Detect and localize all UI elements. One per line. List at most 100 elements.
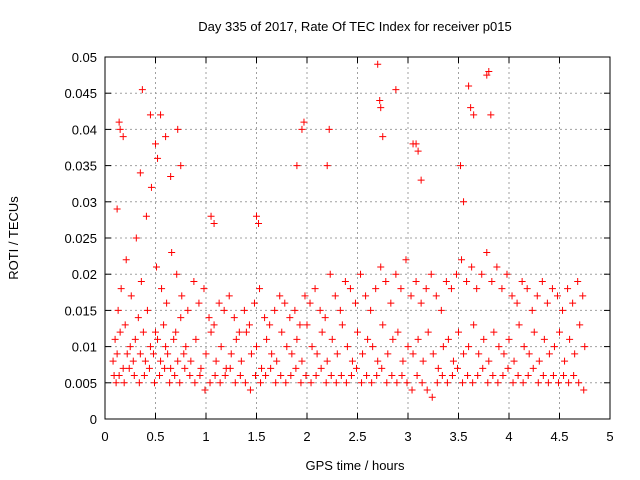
data-point — [487, 111, 495, 119]
data-point — [414, 335, 422, 343]
data-point — [518, 277, 526, 285]
data-point — [247, 350, 255, 358]
data-point — [225, 292, 233, 300]
data-point — [523, 285, 531, 293]
data-point — [115, 118, 123, 126]
y-tick-label: 0 — [90, 412, 97, 427]
data-point — [412, 140, 420, 148]
data-point — [549, 372, 557, 380]
data-point — [524, 372, 532, 380]
data-point — [579, 292, 587, 300]
data-point — [412, 277, 420, 285]
data-point — [509, 379, 517, 387]
data-point — [418, 379, 426, 387]
data-point — [322, 379, 330, 387]
data-point — [231, 379, 239, 387]
data-point — [474, 372, 482, 380]
data-point — [413, 372, 421, 380]
data-point — [530, 328, 538, 336]
chart-title: Day 335 of 2017, Rate Of TEC Index for r… — [198, 19, 511, 34]
data-point — [383, 379, 391, 387]
data-point — [460, 198, 468, 206]
data-point — [580, 386, 588, 394]
data-point — [153, 263, 161, 271]
data-point — [122, 256, 130, 264]
data-point — [560, 372, 568, 380]
data-point — [553, 292, 561, 300]
data-point — [419, 357, 427, 365]
data-point — [293, 162, 301, 170]
data-point — [407, 292, 415, 300]
data-point — [232, 335, 240, 343]
data-point — [325, 125, 333, 133]
data-point — [464, 372, 472, 380]
data-point — [177, 162, 185, 170]
data-point — [347, 372, 355, 380]
data-point — [154, 154, 162, 162]
data-point — [230, 314, 238, 322]
data-point — [261, 314, 269, 322]
data-point — [332, 379, 340, 387]
data-point — [534, 379, 542, 387]
data-point — [139, 328, 147, 336]
data-point — [331, 292, 339, 300]
data-point — [387, 299, 395, 307]
data-point — [493, 263, 501, 271]
y-axis-label: ROTI / TECUs — [6, 196, 21, 280]
data-point — [480, 335, 488, 343]
data-point — [342, 379, 350, 387]
data-point — [263, 335, 271, 343]
data-point — [548, 285, 556, 293]
data-point — [292, 364, 300, 372]
data-point — [358, 379, 366, 387]
data-point — [251, 372, 259, 380]
y-tick-label: 0.04 — [72, 122, 97, 137]
data-point — [368, 379, 376, 387]
data-point — [202, 350, 210, 358]
data-point — [540, 335, 548, 343]
data-point — [550, 343, 558, 351]
data-point — [433, 379, 441, 387]
data-point — [146, 343, 154, 351]
data-point — [116, 125, 124, 133]
data-point — [152, 328, 159, 336]
data-point — [417, 176, 425, 184]
data-point — [519, 379, 527, 387]
data-point — [554, 379, 562, 387]
y-tick-label: 0.025 — [64, 231, 97, 246]
data-point — [483, 71, 491, 79]
data-point — [242, 328, 250, 336]
data-point — [146, 111, 154, 119]
x-tick-label: 5 — [606, 429, 613, 444]
data-point — [211, 372, 219, 380]
x-tick-label: 3.5 — [449, 429, 467, 444]
data-point — [307, 379, 315, 387]
data-point — [119, 364, 127, 372]
x-tick-label: 4 — [505, 429, 512, 444]
data-point — [333, 350, 341, 358]
data-point — [574, 277, 582, 285]
data-point — [278, 328, 286, 336]
data-point — [388, 372, 396, 380]
data-point — [432, 292, 440, 300]
data-point — [196, 372, 204, 380]
y-tick-label: 0.045 — [64, 86, 97, 101]
data-point — [467, 104, 475, 112]
data-point — [444, 335, 452, 343]
data-point — [505, 335, 513, 343]
data-point — [180, 350, 188, 358]
data-point — [210, 321, 218, 329]
data-point — [343, 343, 351, 351]
data-point — [240, 306, 248, 314]
data-point — [397, 285, 405, 293]
data-point — [393, 379, 401, 387]
data-point — [138, 86, 146, 94]
data-point — [499, 372, 507, 380]
y-tick-label: 0.01 — [72, 340, 97, 355]
data-point — [427, 270, 435, 278]
data-point — [528, 306, 536, 314]
data-point — [398, 372, 406, 380]
data-point — [469, 379, 477, 387]
data-point — [323, 162, 331, 170]
data-point — [162, 133, 170, 141]
